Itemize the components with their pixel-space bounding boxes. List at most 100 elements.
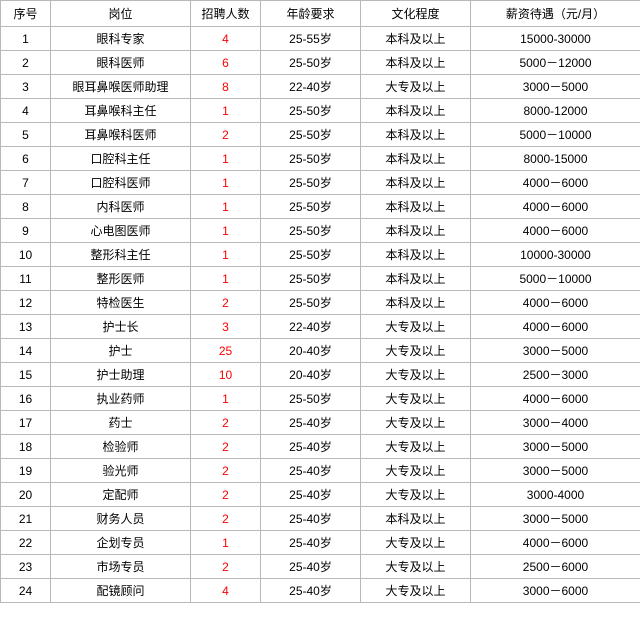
cell-salary: 4000－6000 — [471, 315, 640, 339]
cell-edu: 本科及以上 — [361, 99, 471, 123]
cell-age: 20-40岁 — [261, 363, 361, 387]
cell-post: 耳鼻喉科主任 — [51, 99, 191, 123]
cell-count: 25 — [191, 339, 261, 363]
cell-edu: 本科及以上 — [361, 147, 471, 171]
cell-post: 护士长 — [51, 315, 191, 339]
cell-age: 25-50岁 — [261, 267, 361, 291]
cell-salary: 4000－6000 — [471, 531, 640, 555]
cell-count: 2 — [191, 555, 261, 579]
table-row: 24配镜顾问425-40岁大专及以上3000－6000 — [1, 579, 640, 603]
cell-edu: 大专及以上 — [361, 435, 471, 459]
cell-count: 6 — [191, 51, 261, 75]
cell-idx: 1 — [1, 27, 51, 51]
cell-edu: 大专及以上 — [361, 579, 471, 603]
cell-edu: 大专及以上 — [361, 75, 471, 99]
cell-salary: 3000－5000 — [471, 435, 640, 459]
cell-post: 整形科主任 — [51, 243, 191, 267]
cell-edu: 大专及以上 — [361, 555, 471, 579]
cell-salary: 3000－5000 — [471, 339, 640, 363]
cell-idx: 3 — [1, 75, 51, 99]
cell-salary: 3000-4000 — [471, 483, 640, 507]
cell-edu: 本科及以上 — [361, 195, 471, 219]
cell-post: 药士 — [51, 411, 191, 435]
col-header-post: 岗位 — [51, 1, 191, 27]
col-header-idx: 序号 — [1, 1, 51, 27]
cell-post: 眼科医师 — [51, 51, 191, 75]
cell-age: 25-40岁 — [261, 507, 361, 531]
cell-idx: 19 — [1, 459, 51, 483]
cell-count: 1 — [191, 99, 261, 123]
cell-idx: 22 — [1, 531, 51, 555]
cell-post: 配镜顾问 — [51, 579, 191, 603]
cell-age: 25-55岁 — [261, 27, 361, 51]
cell-edu: 本科及以上 — [361, 51, 471, 75]
cell-post: 特检医生 — [51, 291, 191, 315]
table-row: 8内科医师125-50岁本科及以上4000－6000 — [1, 195, 640, 219]
cell-count: 2 — [191, 411, 261, 435]
table-row: 10整形科主任125-50岁本科及以上10000-30000 — [1, 243, 640, 267]
cell-edu: 大专及以上 — [361, 411, 471, 435]
table-row: 21财务人员225-40岁本科及以上3000－5000 — [1, 507, 640, 531]
cell-post: 口腔科主任 — [51, 147, 191, 171]
col-header-salary: 薪资待遇（元/月） — [471, 1, 640, 27]
cell-salary: 4000－6000 — [471, 219, 640, 243]
cell-idx: 15 — [1, 363, 51, 387]
cell-count: 1 — [191, 387, 261, 411]
table-row: 20定配师225-40岁大专及以上3000-4000 — [1, 483, 640, 507]
cell-count: 2 — [191, 483, 261, 507]
cell-salary: 3000－5000 — [471, 459, 640, 483]
cell-salary: 3000－5000 — [471, 507, 640, 531]
cell-salary: 3000－5000 — [471, 75, 640, 99]
cell-post: 验光师 — [51, 459, 191, 483]
cell-salary: 5000－10000 — [471, 123, 640, 147]
cell-count: 2 — [191, 507, 261, 531]
table-row: 23市场专员225-40岁大专及以上2500－6000 — [1, 555, 640, 579]
cell-age: 25-50岁 — [261, 243, 361, 267]
cell-age: 25-40岁 — [261, 411, 361, 435]
table-header-row: 序号岗位招聘人数年龄要求文化程度薪资待遇（元/月） — [1, 1, 640, 27]
cell-age: 25-50岁 — [261, 147, 361, 171]
cell-age: 25-40岁 — [261, 459, 361, 483]
table-row: 16执业药师125-50岁大专及以上4000－6000 — [1, 387, 640, 411]
cell-post: 内科医师 — [51, 195, 191, 219]
table-row: 13护士长322-40岁大专及以上4000－6000 — [1, 315, 640, 339]
cell-age: 25-40岁 — [261, 531, 361, 555]
cell-age: 25-50岁 — [261, 51, 361, 75]
cell-salary: 3000－4000 — [471, 411, 640, 435]
table-row: 22企划专员125-40岁大专及以上4000－6000 — [1, 531, 640, 555]
cell-idx: 8 — [1, 195, 51, 219]
table-row: 19验光师225-40岁大专及以上3000－5000 — [1, 459, 640, 483]
col-header-age: 年龄要求 — [261, 1, 361, 27]
cell-edu: 本科及以上 — [361, 243, 471, 267]
cell-edu: 大专及以上 — [361, 387, 471, 411]
cell-count: 1 — [191, 171, 261, 195]
col-header-edu: 文化程度 — [361, 1, 471, 27]
cell-idx: 14 — [1, 339, 51, 363]
cell-idx: 5 — [1, 123, 51, 147]
cell-post: 眼科专家 — [51, 27, 191, 51]
cell-idx: 24 — [1, 579, 51, 603]
cell-edu: 本科及以上 — [361, 123, 471, 147]
cell-edu: 大专及以上 — [361, 531, 471, 555]
cell-salary: 5000－12000 — [471, 51, 640, 75]
cell-count: 2 — [191, 123, 261, 147]
cell-age: 25-50岁 — [261, 99, 361, 123]
cell-age: 25-50岁 — [261, 123, 361, 147]
cell-age: 25-50岁 — [261, 387, 361, 411]
cell-age: 22-40岁 — [261, 315, 361, 339]
cell-age: 25-40岁 — [261, 483, 361, 507]
cell-age: 25-40岁 — [261, 555, 361, 579]
cell-idx: 23 — [1, 555, 51, 579]
cell-count: 4 — [191, 27, 261, 51]
cell-idx: 4 — [1, 99, 51, 123]
cell-count: 1 — [191, 267, 261, 291]
cell-salary: 4000－6000 — [471, 291, 640, 315]
table-row: 2眼科医师625-50岁本科及以上5000－12000 — [1, 51, 640, 75]
cell-age: 25-50岁 — [261, 195, 361, 219]
cell-post: 检验师 — [51, 435, 191, 459]
cell-idx: 6 — [1, 147, 51, 171]
table-row: 17药士225-40岁大专及以上3000－4000 — [1, 411, 640, 435]
cell-idx: 11 — [1, 267, 51, 291]
recruitment-table: 序号岗位招聘人数年龄要求文化程度薪资待遇（元/月） 1眼科专家425-55岁本科… — [0, 0, 640, 603]
cell-age: 25-50岁 — [261, 291, 361, 315]
